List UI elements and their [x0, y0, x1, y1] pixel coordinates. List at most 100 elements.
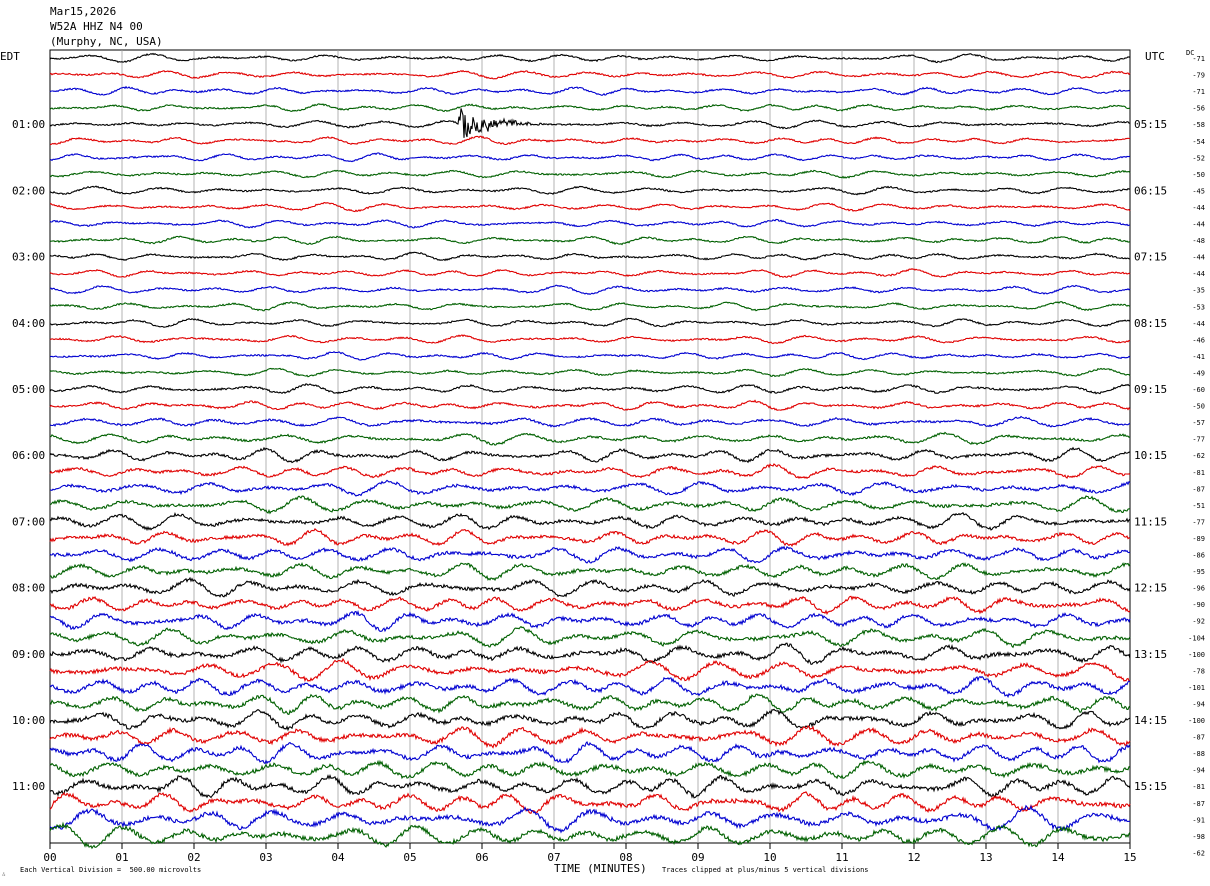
dc-offset-label: -90: [1192, 601, 1205, 609]
dc-offset-label: -81: [1192, 783, 1205, 791]
trace-20: [49, 383, 1131, 395]
trace-13: [49, 268, 1131, 278]
dc-offset-label: -44: [1192, 270, 1205, 278]
trace-4: [49, 108, 1131, 138]
x-tick-label: 08: [619, 851, 632, 864]
dc-offset-label: -79: [1192, 72, 1205, 80]
dc-offset-label: -95: [1192, 568, 1205, 576]
dc-offset-label: -57: [1192, 419, 1205, 427]
trace-22: [49, 415, 1131, 428]
trace-36: [49, 642, 1131, 665]
trace-1: [49, 69, 1131, 80]
dc-offset-label: -101: [1188, 684, 1205, 692]
dc-header-label: DC: [1186, 49, 1195, 57]
dc-offset-label: -49: [1192, 369, 1205, 377]
dc-offset-label: -89: [1192, 535, 1205, 543]
dc-offset-label: -100: [1188, 651, 1205, 659]
trace-17: [49, 334, 1131, 345]
dc-offset-label: -44: [1192, 320, 1205, 328]
trace-12: [49, 251, 1131, 262]
dc-offset-label: -56: [1192, 105, 1205, 113]
trace-35: [49, 625, 1131, 649]
left-time-label: 06:00: [12, 449, 45, 462]
trace-23: [49, 431, 1131, 446]
dc-offset-label: -48: [1192, 237, 1205, 245]
trace-19: [49, 367, 1131, 378]
trace-7: [49, 169, 1131, 179]
dc-offset-label: -92: [1192, 618, 1205, 626]
x-tick-label: 03: [259, 851, 272, 864]
scale-note: Each Vertical Division = 500.00 microvol…: [20, 866, 202, 874]
left-time-label: 08:00: [12, 582, 45, 595]
trace-38: [49, 675, 1131, 699]
left-time-label: 01:00: [12, 118, 45, 131]
plot-frame: [49, 49, 1131, 844]
dc-offset-label: -52: [1192, 154, 1205, 162]
trace-26: [50, 479, 1131, 497]
trace-30: [49, 545, 1131, 564]
dc-offset-label: -53: [1192, 303, 1205, 311]
x-tick-label: 06: [475, 851, 488, 864]
left-time-label: 04:00: [12, 317, 45, 330]
right-time-label: 06:15: [1134, 184, 1167, 197]
right-time-label: 15:15: [1134, 780, 1167, 793]
x-tick-label: 11: [835, 851, 848, 864]
dc-offset-label: -71: [1192, 55, 1205, 63]
x-axis: 00 01 02 03 04 05 06 07 08 09 10 11 12 13 14 15: [43, 843, 1137, 864]
dc-offset-label: -86: [1192, 552, 1205, 560]
trace-8: [49, 185, 1131, 196]
dc-offset-label: -62: [1192, 452, 1205, 460]
left-time-label: 10:00: [12, 714, 45, 727]
plot-date: Mar15,2026: [50, 5, 117, 18]
dc-offset-label: -78: [1192, 667, 1205, 675]
right-time-label: 07:15: [1134, 251, 1167, 264]
dc-offset-label: -35: [1192, 287, 1205, 295]
trace-2: [49, 85, 1131, 97]
trace-25: [49, 463, 1131, 480]
dc-offset-label: -44: [1192, 254, 1205, 262]
seismogram-icon: ∴: [2, 871, 6, 878]
dc-offset-label: -94: [1192, 700, 1205, 708]
dc-offset-label: -50: [1192, 403, 1205, 411]
trace-9: [49, 202, 1131, 213]
right-time-label: 05:15: [1134, 118, 1167, 131]
dc-offset-labels: -71 -79 -71 -56 -58 -54 -52 -50 -45 -44 -44 -48 -44 -…: [1188, 55, 1205, 857]
trace-33: [49, 595, 1131, 616]
dc-offset-label: -45: [1192, 187, 1205, 195]
x-tick-label: 04: [331, 851, 345, 864]
right-time-label: 09:15: [1134, 383, 1167, 396]
trace-16: [49, 317, 1131, 328]
x-tick-label: 01: [115, 851, 128, 864]
right-time-label: 13:15: [1134, 648, 1167, 661]
x-tick-label: 14: [1051, 851, 1065, 864]
trace-45: [49, 791, 1131, 814]
left-time-label: 09:00: [12, 648, 45, 661]
dc-offset-label: -87: [1192, 800, 1205, 808]
x-tick-label: 02: [187, 851, 200, 864]
right-time-label: 12:15: [1134, 582, 1167, 595]
trace-0: [49, 52, 1131, 64]
right-time-label: 08:15: [1134, 317, 1167, 330]
dc-offset-label: -41: [1192, 353, 1205, 361]
dc-offset-label: -77: [1192, 518, 1205, 526]
trace-11: [49, 235, 1131, 246]
dc-offset-label: -62: [1192, 849, 1205, 857]
left-time-label: 02:00: [12, 184, 45, 197]
left-time-label: 03:00: [12, 251, 45, 264]
trace-28: [49, 511, 1131, 532]
dc-offset-label: -44: [1192, 204, 1205, 212]
dc-offset-label: -87: [1192, 734, 1205, 742]
right-timezone-label: UTC: [1145, 50, 1165, 63]
trace-21: [49, 399, 1131, 411]
x-tick-label: 15: [1123, 851, 1136, 864]
trace-27: [49, 495, 1131, 515]
trace-34: [49, 610, 1131, 633]
dc-offset-label: -96: [1192, 585, 1205, 593]
x-tick-label: 09: [691, 851, 704, 864]
trace-6: [49, 152, 1131, 163]
left-time-label: 05:00: [12, 383, 45, 396]
right-time-label: 10:15: [1134, 449, 1167, 462]
trace-29: [49, 528, 1131, 548]
dc-offset-label: -46: [1192, 336, 1205, 344]
